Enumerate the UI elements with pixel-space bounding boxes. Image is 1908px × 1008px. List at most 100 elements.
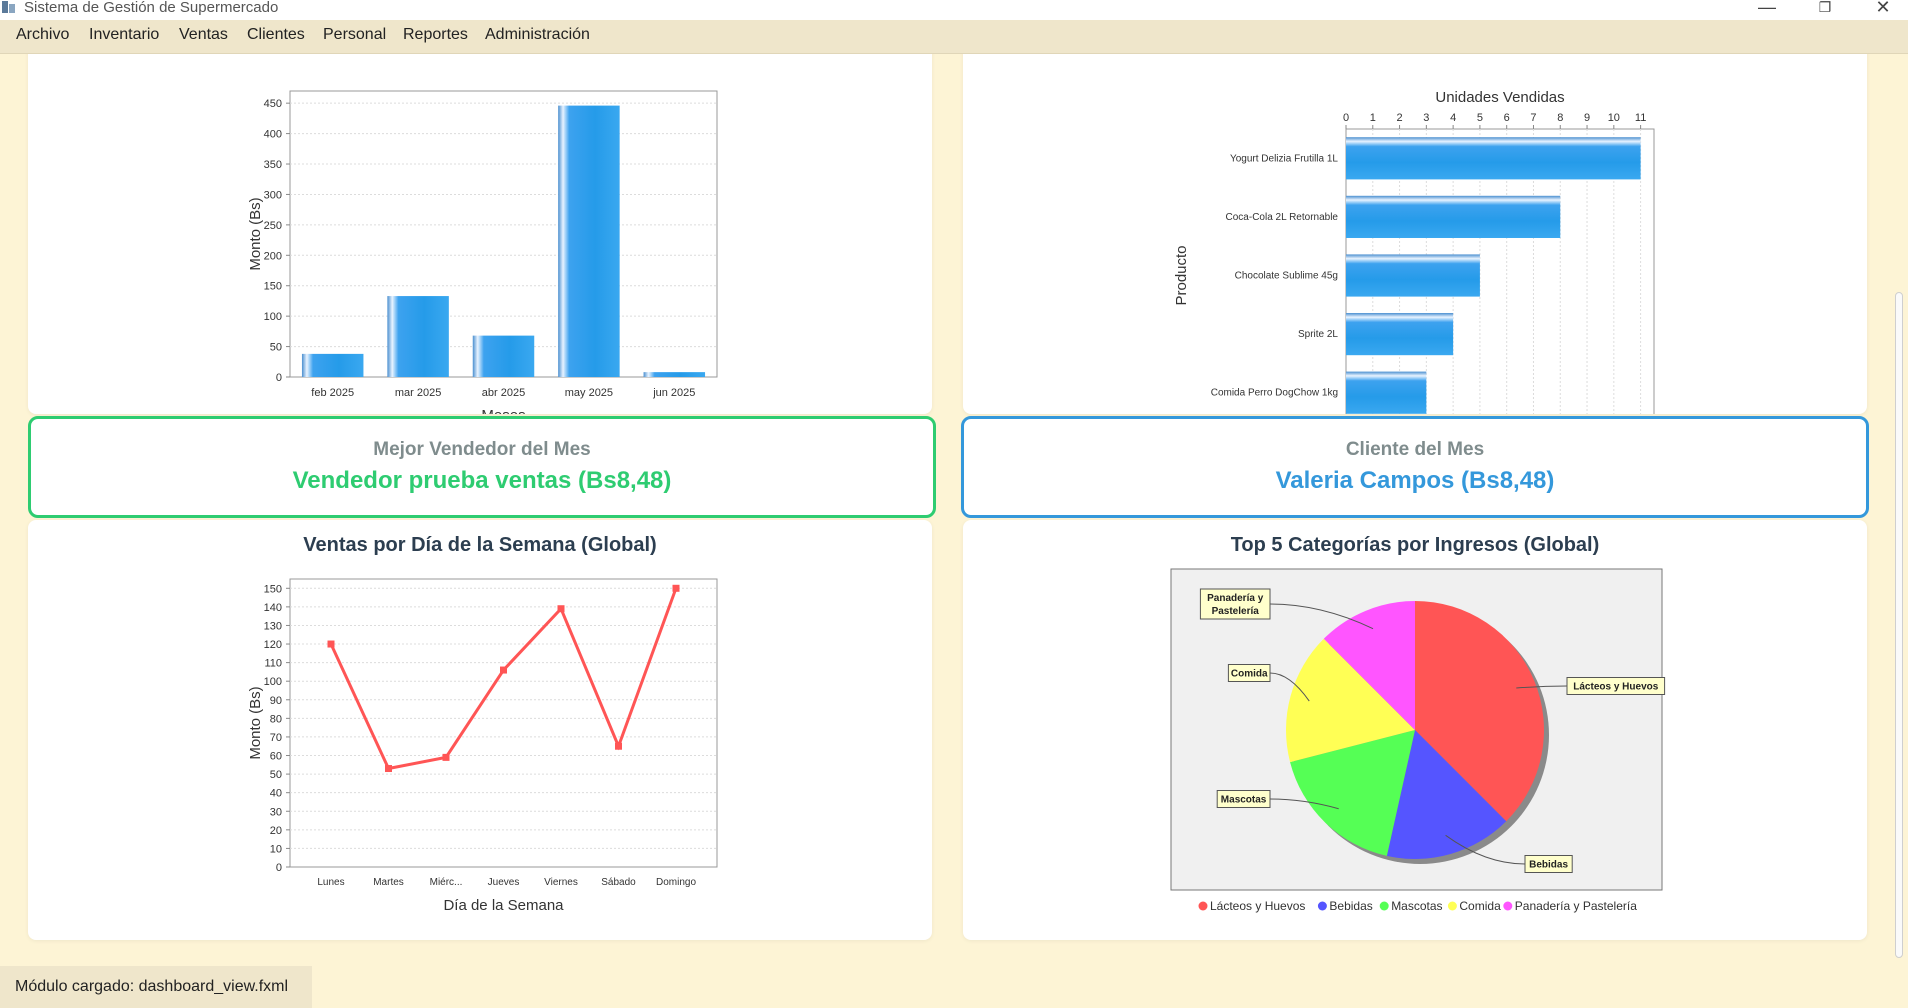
y-tick-label: 130 (264, 620, 282, 632)
best-seller-title: Mejor Vendedor del Mes (373, 439, 591, 460)
x-tick-label: Miérc... (430, 877, 463, 888)
monthly-sales-card: 0 50 100 150 200 250 300 350 400 450 feb 2025 mar 2… (28, 54, 932, 424)
data-point (385, 765, 392, 773)
weekday-chart-title: Ventas por Día de la Semana (Global) (303, 534, 657, 556)
legend-item: Comida (1459, 899, 1501, 913)
pie-label-box (1216, 790, 1271, 808)
pie-label-box (1566, 677, 1666, 695)
weekday-sales-chart: 0 10 20 30 40 50 60 70 80 90 100 110 120 130 140 150 Lun… (247, 578, 718, 914)
menu-administracion[interactable]: Administración (485, 26, 590, 43)
x-tick-label: 7 (1530, 112, 1536, 124)
y-tick-label: 20 (270, 825, 282, 837)
label-leader (1445, 834, 1526, 865)
y-tick-label: 450 (264, 98, 282, 110)
y-tick-label: 50 (270, 769, 282, 781)
data-point (615, 742, 622, 750)
bar (472, 335, 535, 377)
x-tick-label: 4 (1450, 112, 1456, 124)
x-tick-label: abr 2025 (482, 387, 525, 399)
x-axis-label: Unidades Vendidas (1435, 89, 1564, 106)
menu-ventas[interactable]: Ventas (179, 26, 228, 43)
vertical-scrollbar[interactable] (1890, 54, 1908, 966)
y-tick-label: 400 (264, 129, 282, 141)
menu-inventario[interactable]: Inventario (89, 26, 160, 43)
weekday-sales-card: Ventas por Día de la Semana (Global) 0 10… (28, 520, 932, 940)
scrollbar-thumb[interactable] (1895, 292, 1903, 958)
window-title: Sistema de Gestión de Supermercado (24, 0, 279, 16)
pie-label: Panadería y (1207, 593, 1264, 604)
pie-label: Pastelería (1212, 606, 1260, 617)
x-tick-label: may 2025 (565, 387, 613, 399)
y-tick-label: 100 (264, 676, 282, 688)
dashboard-content: 0 50 100 150 200 250 300 350 400 450 feb 2025 mar 2… (0, 54, 1890, 966)
y-tick-label: 100 (264, 311, 282, 323)
legend-item: Mascotas (1391, 899, 1442, 913)
data-point (672, 584, 680, 592)
y-tick-label: 30 (270, 806, 282, 818)
label-leader (1269, 672, 1310, 702)
menu-personal[interactable]: Personal (323, 26, 387, 43)
close-icon[interactable]: ✕ (1875, 0, 1891, 17)
legend-marker (1198, 901, 1208, 911)
y-tick-label: 150 (264, 281, 282, 293)
menu-clientes[interactable]: Clientes (247, 26, 305, 43)
y-tick-label: Comida Perro DogChow 1kg (1211, 388, 1338, 399)
x-tick-label: 3 (1423, 112, 1429, 124)
pie-slice (1386, 730, 1507, 859)
pie-label: Bebidas (1529, 860, 1568, 871)
x-tick-label: mar 2025 (395, 387, 441, 399)
plot-area (289, 90, 718, 378)
x-tick-label: 10 (1608, 112, 1620, 124)
y-tick-label: 140 (264, 602, 282, 614)
minimize-icon[interactable]: — (1758, 0, 1776, 17)
best-seller-panel: Mejor Vendedor del Mes Vendedor prueba v… (28, 416, 936, 518)
bar (1346, 195, 1561, 238)
menu-archivo[interactable]: Archivo (16, 26, 70, 43)
top-categories-card: Top 5 Categorías por Ingresos (Global) L… (963, 520, 1867, 940)
menu-bar: Archivo Inventario Ventas Clientes Perso… (0, 20, 1908, 54)
x-tick-label: Lunes (317, 877, 344, 888)
legend-item: Bebidas (1329, 899, 1372, 913)
bar (301, 353, 364, 377)
bar (558, 105, 620, 378)
x-tick-label: 2 (1397, 112, 1403, 124)
y-tick-label: 80 (270, 713, 282, 725)
bar (643, 372, 706, 377)
bar (387, 296, 449, 377)
pie-slice (1323, 601, 1415, 730)
menu-reportes[interactable]: Reportes (403, 26, 468, 43)
pie-slice (1290, 730, 1415, 856)
y-tick-label: 90 (270, 695, 282, 707)
legend-marker (1447, 901, 1457, 911)
y-tick-label: 300 (264, 189, 282, 201)
best-client-title: Cliente del Mes (1345, 439, 1485, 460)
window-titlebar: Sistema de Gestión de Supermercado — ❐ ✕ (0, 0, 1908, 20)
bar (1346, 371, 1427, 414)
bar (1346, 137, 1641, 180)
pie-label: Comida (1231, 669, 1268, 680)
y-tick-label: 50 (270, 342, 282, 354)
y-tick-label: 110 (264, 658, 282, 670)
bar (1346, 254, 1480, 297)
y-tick-label: 0 (276, 372, 282, 384)
label-leader (1516, 685, 1568, 689)
y-tick-label: Yogurt Delizia Frutilla 1L (1230, 153, 1338, 164)
plot-area (289, 578, 718, 868)
y-tick-label: 0 (276, 862, 282, 874)
bar (1346, 313, 1454, 356)
restore-icon[interactable]: ❐ (1818, 0, 1832, 15)
legend-marker (1379, 901, 1389, 911)
x-tick-label: 5 (1477, 112, 1483, 124)
pie-label: Lácteos y Huevos (1573, 682, 1658, 693)
y-tick-label: 40 (270, 788, 282, 800)
x-axis-label: Meses (481, 407, 525, 414)
pie-label-box (1227, 664, 1271, 682)
pie-label: Mascotas (1221, 795, 1267, 806)
y-tick-label: Sprite 2L (1298, 329, 1338, 340)
x-tick-label: Jueves (488, 877, 520, 888)
y-axis-label: Monto (Bs) (247, 197, 264, 270)
y-tick-label: 10 (270, 843, 282, 855)
y-tick-label: 150 (264, 583, 282, 595)
x-tick-label: 11 (1635, 112, 1646, 124)
y-axis-label: Producto (1173, 245, 1190, 305)
